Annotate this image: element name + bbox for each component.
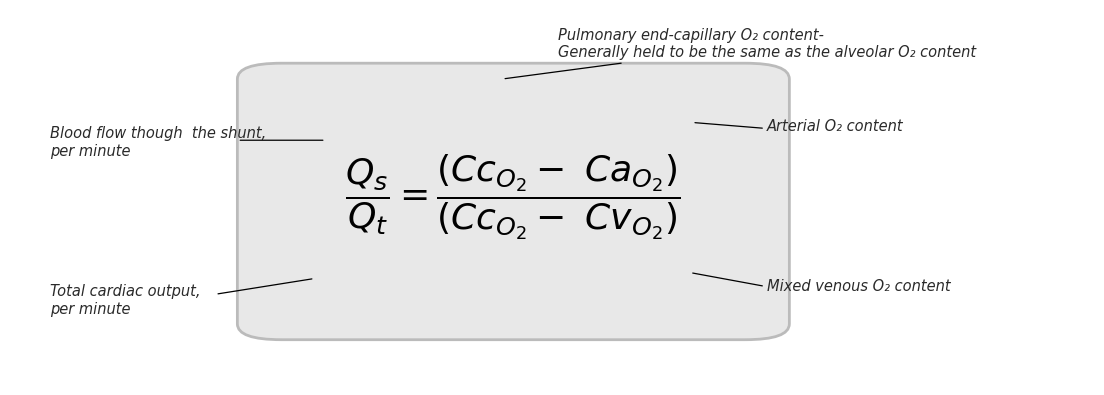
Text: Mixed venous O₂ content: Mixed venous O₂ content <box>767 279 951 294</box>
Text: Total cardiac output,
per minute: Total cardiac output, per minute <box>50 284 200 317</box>
Text: Pulmonary end-capillary O₂ content-
Generally held to be the same as the alveola: Pulmonary end-capillary O₂ content- Gene… <box>505 28 976 79</box>
FancyBboxPatch shape <box>237 63 789 340</box>
Text: $\dfrac{Q_s}{Q_t} = \dfrac{(Cc_{O_2} -\ Ca_{O_2})}{(Cc_{O_2} -\ Cv_{O_2})}$: $\dfrac{Q_s}{Q_t} = \dfrac{(Cc_{O_2} -\ … <box>346 152 681 243</box>
Text: Blood flow though  the shunt,
per minute: Blood flow though the shunt, per minute <box>50 126 266 159</box>
Text: Arterial O₂ content: Arterial O₂ content <box>767 119 904 134</box>
